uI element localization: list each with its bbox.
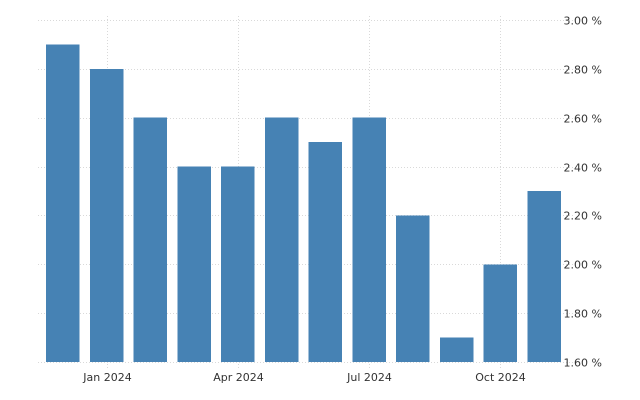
bar-feb-2024[interactable] [133,117,168,362]
bar-dec-2023[interactable] [46,44,80,363]
x-tick-label: Apr 2024 [213,371,264,384]
y-tick-label: 2.40 % [564,162,602,175]
bar-jun-2024[interactable] [308,142,343,362]
y-tick-label: 3.00 % [564,15,602,28]
x-tick-label: Oct 2024 [475,371,526,384]
x-tick-label: Jul 2024 [346,371,392,384]
bar-jan-2024[interactable] [89,68,124,362]
y-tick-label: 2.60 % [564,113,602,126]
bar-apr-2024[interactable] [221,166,255,362]
bar-oct-2024[interactable] [483,264,518,362]
bar-jul-2024[interactable] [352,117,386,362]
y-tick-label: 2.80 % [564,64,602,77]
bar-aug-2024[interactable] [396,215,430,362]
bar-nov-2024[interactable] [527,191,561,362]
y-tick-label: 2.00 % [564,259,602,272]
x-axis-tick-labels: Jan 2024 Apr 2024 Jul 2024 Oct 2024 [82,371,525,384]
y-tick-label: 2.20 % [564,210,602,223]
bar-sep-2024[interactable] [439,337,474,362]
bar-may-2024[interactable] [264,117,299,362]
x-tick-label: Jan 2024 [82,371,131,384]
y-axis-tick-labels: 1.60 % 1.80 % 2.00 % 2.20 % 2.40 % 2.60 % 2.80… [564,15,602,370]
bar-mar-2024[interactable] [177,166,211,362]
y-tick-label: 1.60 % [564,357,602,370]
y-tick-label: 1.80 % [564,308,602,321]
bars [46,44,561,363]
